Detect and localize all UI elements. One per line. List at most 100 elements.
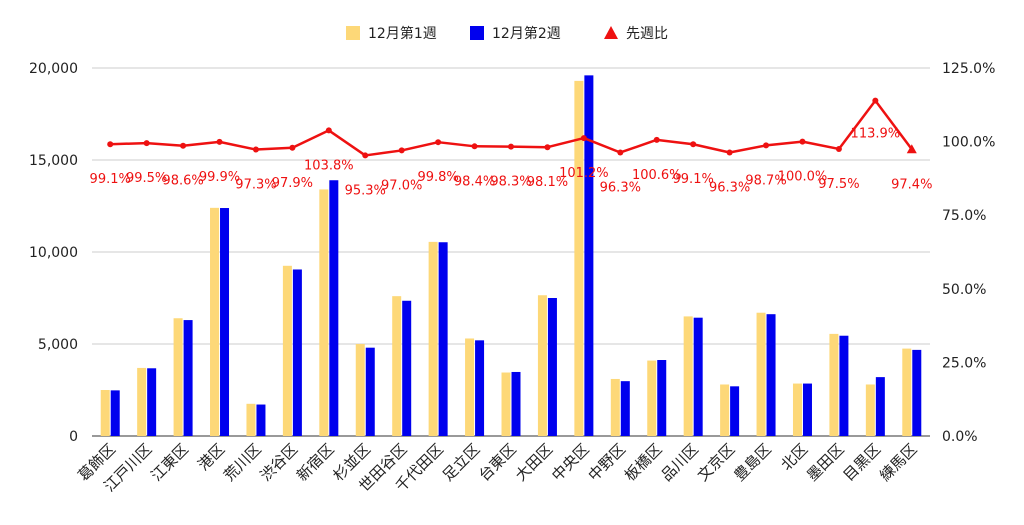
ratio-point bbox=[325, 127, 332, 134]
y-left-tick-label: 20,000 bbox=[29, 61, 78, 77]
ratio-point bbox=[653, 136, 660, 143]
category-label: 板橋区 bbox=[621, 440, 666, 485]
bar-week1 bbox=[720, 384, 730, 436]
y-right-tick-label: 100.0% bbox=[942, 135, 995, 151]
ratio-data-label: 95.3% bbox=[345, 183, 386, 198]
bar-week2 bbox=[657, 360, 667, 436]
ratio-point bbox=[289, 144, 296, 151]
bar-week2 bbox=[547, 298, 557, 436]
bar-week1 bbox=[392, 296, 402, 436]
bar-week2 bbox=[693, 317, 703, 436]
category-label: 豊島区 bbox=[730, 440, 775, 485]
ratio-data-label: 101.2% bbox=[559, 166, 609, 181]
bar-week2 bbox=[220, 208, 230, 436]
bar-week2 bbox=[730, 386, 740, 436]
bar-week2 bbox=[511, 371, 521, 436]
bar-week1 bbox=[902, 348, 912, 436]
bar-week1 bbox=[537, 295, 547, 436]
ratio-data-label: 96.3% bbox=[709, 180, 750, 195]
y-right-tick-label: 75.0% bbox=[942, 208, 986, 224]
bar-week2 bbox=[365, 347, 375, 436]
ratio-point bbox=[143, 140, 150, 147]
ratio-data-label: 100.0% bbox=[778, 170, 828, 185]
ratio-data-label: 99.9% bbox=[199, 170, 240, 185]
bar-week1 bbox=[574, 80, 584, 436]
bar-week1 bbox=[501, 372, 511, 436]
ratio-data-label: 99.8% bbox=[417, 170, 458, 185]
ratio-point bbox=[835, 145, 842, 152]
bar-week2 bbox=[256, 404, 266, 436]
y-left-tick-label: 0 bbox=[69, 429, 78, 445]
legend-marker bbox=[470, 26, 484, 40]
bar-week1 bbox=[610, 378, 620, 436]
ratio-point bbox=[471, 143, 478, 150]
ratio-data-label: 97.3% bbox=[235, 178, 276, 193]
bar-week1 bbox=[100, 390, 110, 436]
bar-week2 bbox=[584, 75, 594, 437]
bar-week1 bbox=[865, 384, 875, 436]
ratio-point bbox=[544, 144, 551, 151]
ratio-point bbox=[617, 149, 624, 156]
y-left-tick-label: 10,000 bbox=[29, 245, 78, 261]
legend-label: 12月第1週 bbox=[368, 25, 437, 42]
bar-week2 bbox=[110, 390, 120, 436]
legend-marker bbox=[604, 26, 618, 39]
ratio-point bbox=[508, 143, 514, 150]
category-label: 品川区 bbox=[657, 440, 702, 485]
y-right-tick-label: 25.0% bbox=[942, 355, 986, 371]
ratio-data-label: 99.1% bbox=[673, 172, 714, 187]
bar-week2 bbox=[329, 180, 339, 436]
bar-week2 bbox=[438, 242, 448, 436]
bar-week1 bbox=[137, 367, 147, 436]
category-label: 荒川区 bbox=[220, 440, 265, 485]
bar-week2 bbox=[875, 377, 885, 436]
ratio-data-label: 103.8% bbox=[304, 158, 354, 173]
y-right-tick-label: 0.0% bbox=[942, 429, 978, 445]
ratio-data-label: 98.7% bbox=[745, 173, 786, 188]
y-left-tick-label: 15,000 bbox=[29, 153, 78, 169]
ratio-point bbox=[580, 135, 587, 142]
ratio-point bbox=[763, 142, 770, 149]
category-label: 目黒区 bbox=[840, 440, 885, 485]
ratio-data-label: 98.6% bbox=[162, 174, 203, 189]
category-label: 墨田区 bbox=[803, 440, 848, 485]
ratio-data-label: 98.4% bbox=[454, 174, 495, 189]
ratio-data-label: 96.3% bbox=[600, 180, 641, 195]
ratio-point bbox=[799, 138, 806, 145]
y-right-tick-label: 125.0% bbox=[942, 61, 995, 77]
category-label: 文京区 bbox=[694, 440, 739, 485]
y-left-tick-label: 5,000 bbox=[38, 337, 78, 353]
bar-week1 bbox=[428, 241, 438, 436]
bar-week2 bbox=[183, 320, 193, 436]
ratio-data-label: 113.9% bbox=[851, 127, 901, 142]
bar-week2 bbox=[292, 269, 302, 436]
bar-week2 bbox=[766, 314, 776, 436]
ratio-data-label: 98.3% bbox=[490, 175, 531, 190]
ratio-point bbox=[252, 146, 259, 153]
category-label: 渋谷区 bbox=[257, 440, 302, 485]
ratio-data-label: 99.5% bbox=[126, 171, 167, 186]
bar-week1 bbox=[282, 265, 292, 436]
bar-week2 bbox=[402, 300, 412, 436]
ratio-data-label: 97.5% bbox=[818, 177, 859, 192]
ratio-data-label: 100.6% bbox=[632, 168, 682, 183]
ratio-point bbox=[906, 144, 917, 154]
bar-week1 bbox=[355, 344, 365, 436]
category-label: 大田区 bbox=[512, 440, 557, 485]
bar-week2 bbox=[475, 340, 485, 436]
category-label: 新宿区 bbox=[293, 440, 338, 485]
legend-marker bbox=[346, 26, 360, 40]
category-label: 足立区 bbox=[439, 440, 484, 485]
bar-week2 bbox=[839, 335, 849, 436]
ratio-point bbox=[690, 141, 697, 148]
legend-label: 先週比 bbox=[626, 26, 668, 42]
ratio-data-label: 99.1% bbox=[90, 172, 131, 187]
ratio-data-label: 97.0% bbox=[381, 178, 422, 193]
category-label: 江東区 bbox=[147, 440, 192, 485]
ratio-point bbox=[872, 97, 879, 104]
ratio-point bbox=[398, 147, 405, 154]
ratio-point bbox=[362, 152, 369, 159]
ratio-point bbox=[180, 142, 187, 149]
